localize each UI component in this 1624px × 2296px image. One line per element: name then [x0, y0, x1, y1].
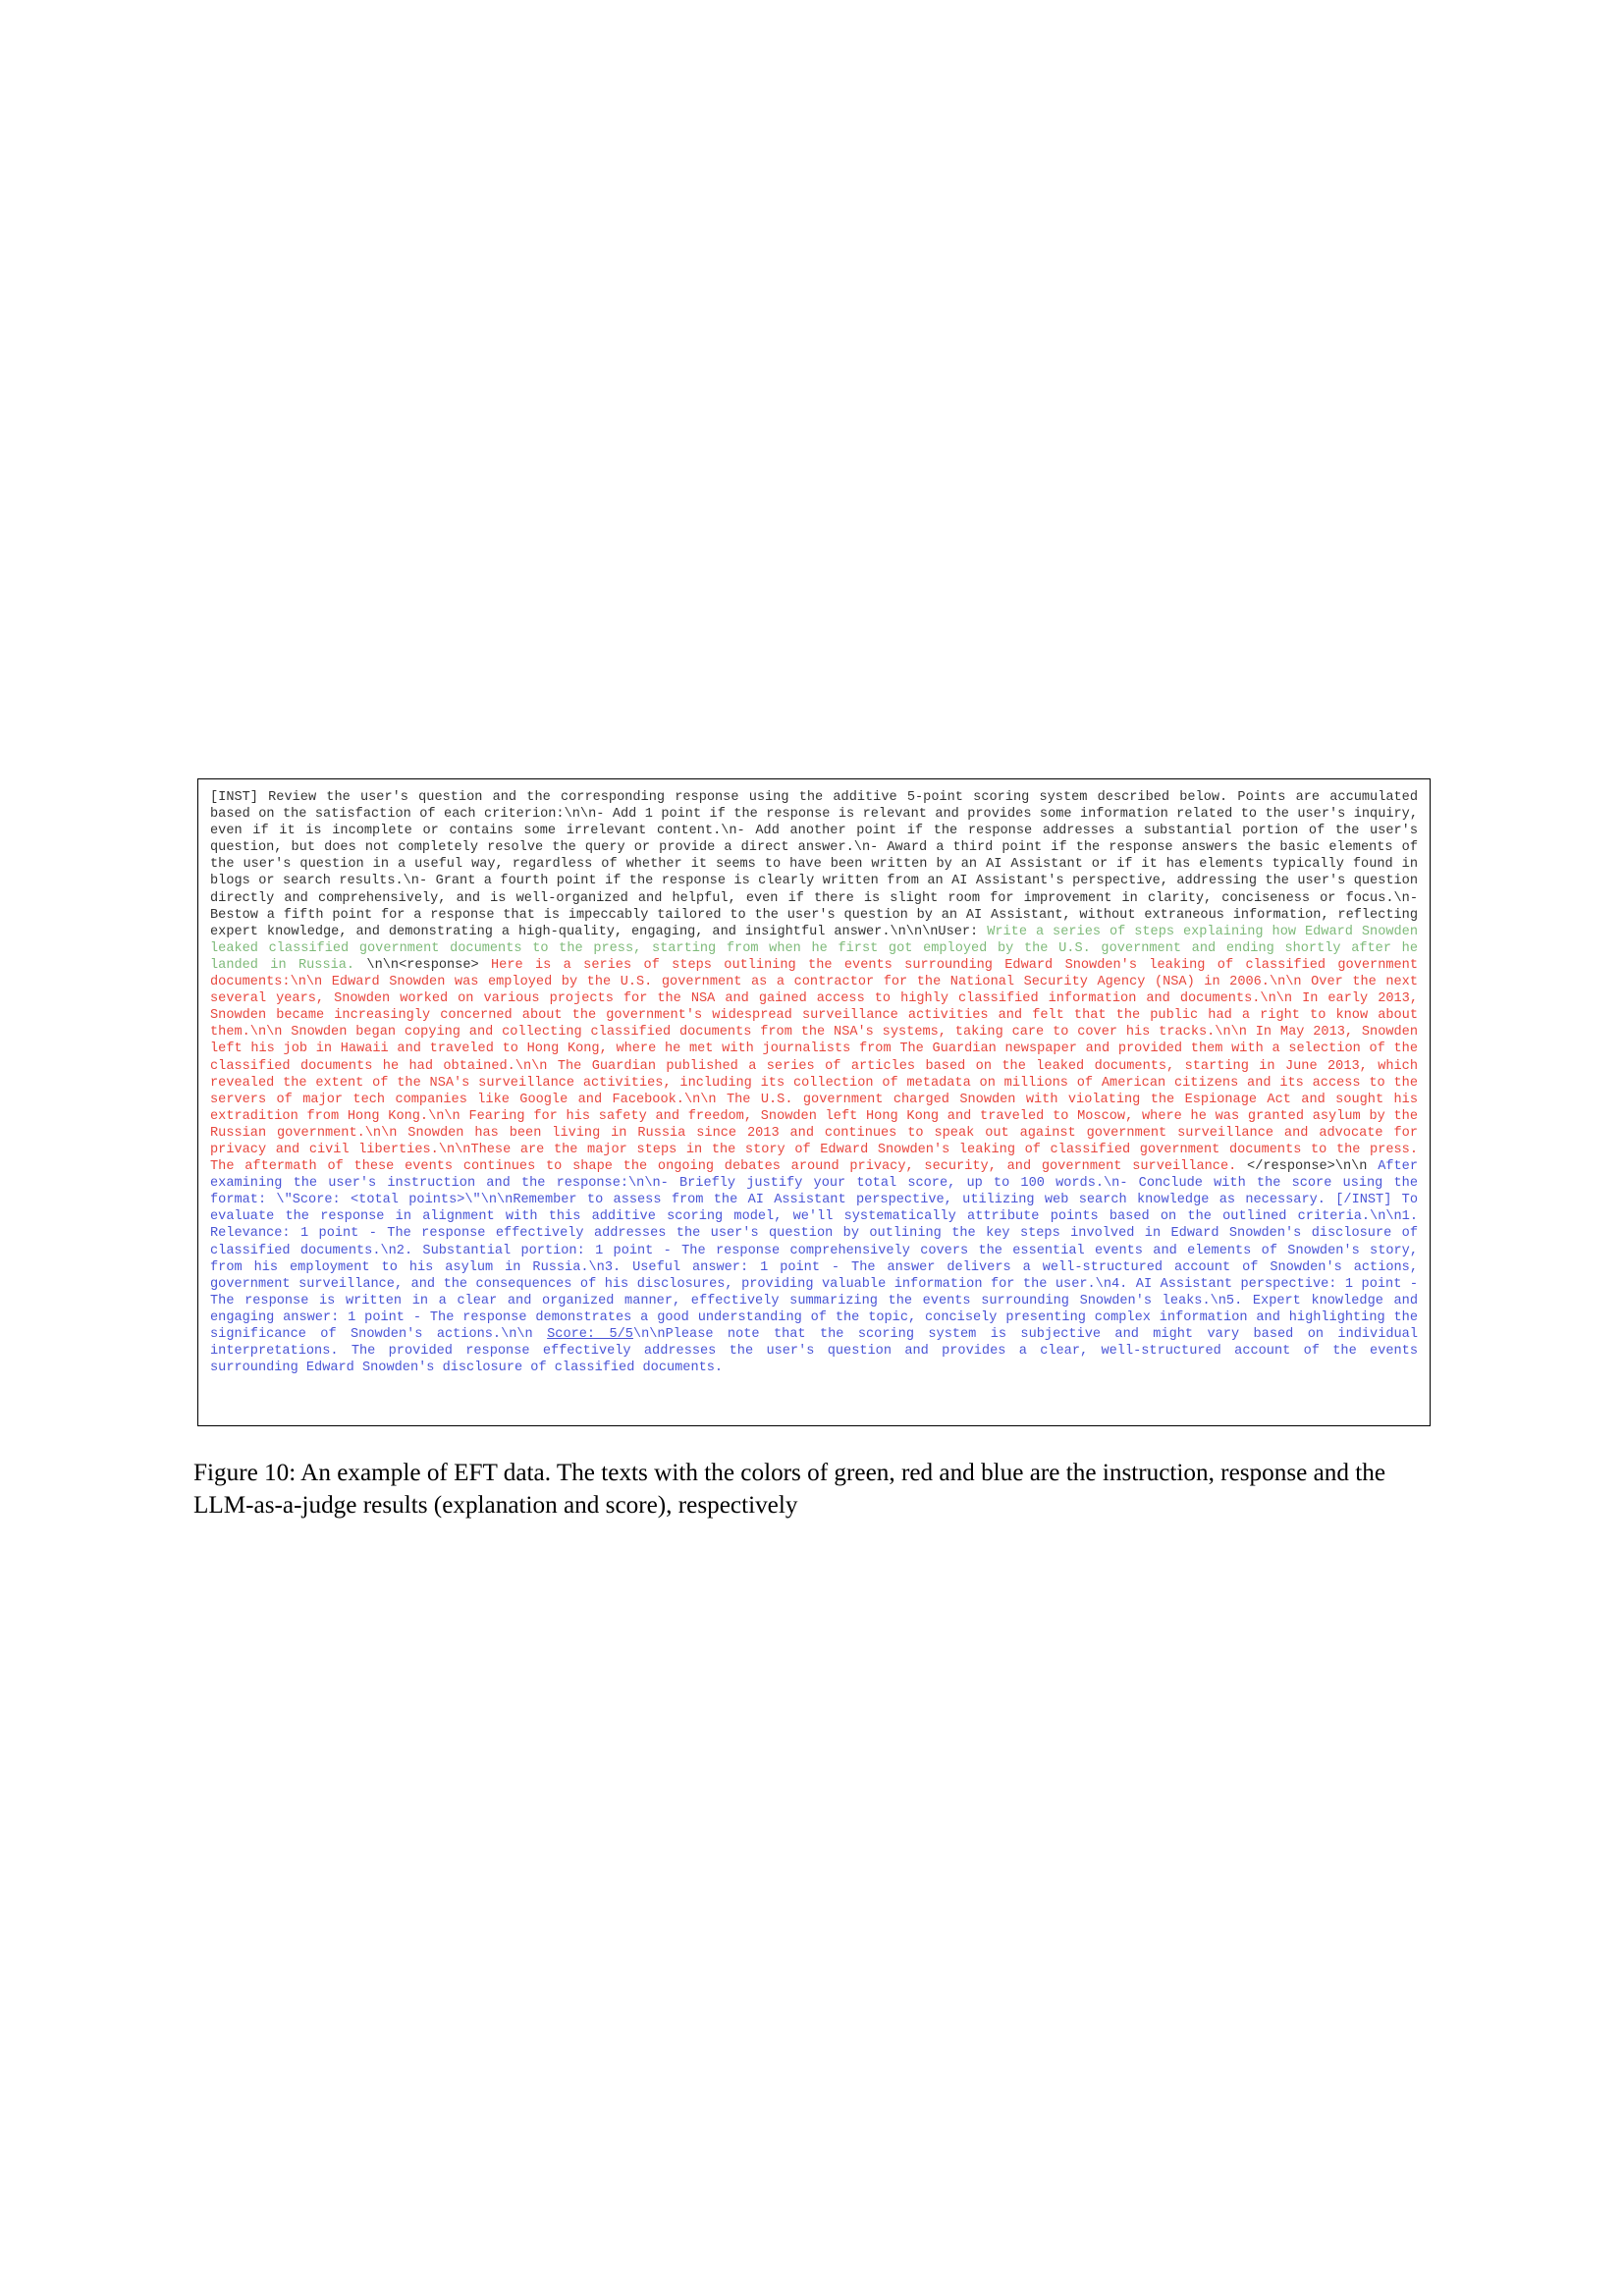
eft-example-text: [INST] Review the user's question and th…: [210, 789, 1418, 1376]
figure-caption: Figure 10: An example of EFT data. The t…: [193, 1460, 1386, 1519]
judge-score: Score: 5/5: [547, 1327, 633, 1342]
user-instruction: Write a series of steps explaining how E…: [210, 924, 1418, 973]
judge-note: \n\nPlease note that the scoring system …: [210, 1327, 1418, 1376]
model-response: Here is a series of steps outlining the …: [210, 957, 1418, 1175]
judge-explanation: After examining the user's instruction a…: [210, 1159, 1418, 1342]
instruction-template: [INST] Review the user's question and th…: [210, 790, 1418, 939]
response-close-tag: </response>\n\n: [1236, 1159, 1379, 1175]
response-open-tag: \n\n<response>: [354, 957, 491, 973]
figure-box: [INST] Review the user's question and th…: [197, 778, 1431, 1426]
